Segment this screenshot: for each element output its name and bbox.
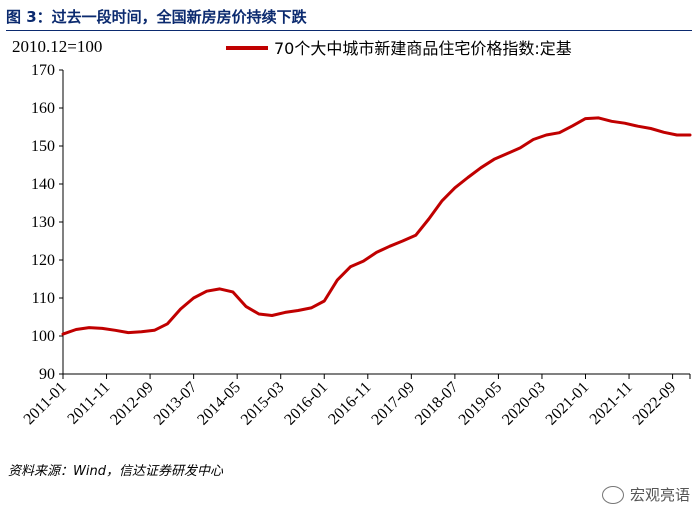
- y-tick-label: 110: [32, 290, 55, 307]
- chart-axes: [59, 69, 691, 379]
- x-tick-label: 2018-07: [412, 379, 462, 429]
- wechat-icon: [601, 485, 624, 504]
- y-tick-label: 130: [31, 214, 55, 231]
- watermark: 宏观亮语: [601, 484, 690, 505]
- unit-label: 2010.12=100: [12, 37, 103, 56]
- x-tick-label: 2017-09: [368, 379, 418, 429]
- y-tick-label: 170: [31, 62, 55, 79]
- title-divider: [6, 30, 692, 31]
- x-tick-label: 2022-09: [630, 379, 680, 429]
- series-line-0: [61, 116, 692, 336]
- y-tick-label: 90: [39, 366, 55, 383]
- x-tick-label: 2019-05: [456, 379, 506, 429]
- source-note: 资料来源：Wind，信达证券研发中心: [8, 464, 223, 479]
- y-tick-labels: 90 100 110 120 130 140 150 160 170: [31, 62, 55, 383]
- x-tick-label: 2014-05: [194, 379, 244, 429]
- x-tick-label: 2021-01: [543, 379, 593, 429]
- y-tick-label: 160: [31, 100, 55, 117]
- x-tick-label: 2015-03: [238, 379, 288, 429]
- legend-label: 70个大中城市新建商品住宅价格指数:定基: [274, 39, 572, 58]
- x-tick-label: 2011-01: [21, 379, 70, 428]
- x-tick-label: 2011-11: [64, 379, 113, 428]
- x-tick-label: 2020-03: [499, 379, 549, 429]
- x-tick-label: 2012-09: [107, 379, 157, 429]
- y-tick-label: 140: [31, 176, 55, 193]
- x-tick-labels: 2011-012011-112012-092013-072014-052015-…: [21, 379, 680, 429]
- y-tick-label: 120: [31, 252, 55, 269]
- y-tick-label: 150: [31, 138, 55, 155]
- y-tick-label: 100: [31, 328, 55, 345]
- series-group: [61, 116, 692, 336]
- x-tick-label: 2016-01: [281, 379, 331, 429]
- x-tick-label: 2013-07: [151, 379, 201, 429]
- figure-title: 图 3：过去一段时间，全国新房房价持续下跌: [6, 8, 307, 26]
- legend: 70个大中城市新建商品住宅价格指数:定基: [226, 39, 572, 58]
- x-tick-label: 2016-11: [325, 379, 374, 428]
- x-tick-label: 2021-11: [587, 379, 636, 428]
- watermark-text: 宏观亮语: [629, 486, 690, 504]
